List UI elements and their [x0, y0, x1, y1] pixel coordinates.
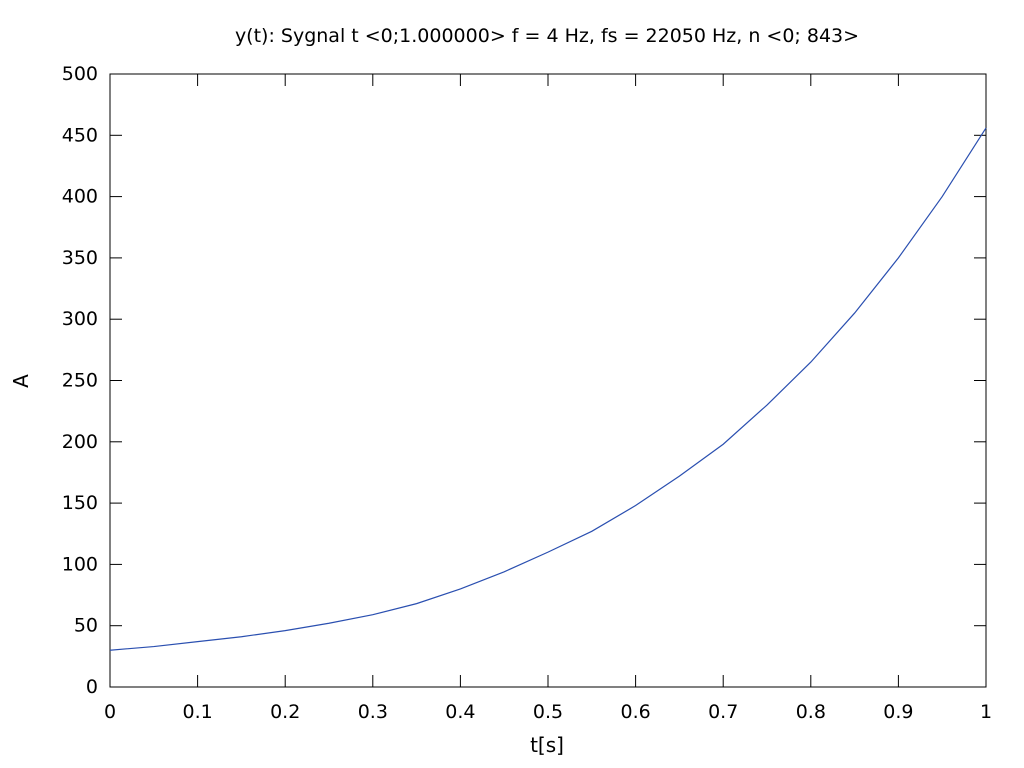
x-axis-label: t[s]: [530, 733, 564, 757]
axis-ticks: [109, 73, 987, 688]
x-tick-label: 0.4: [445, 701, 475, 723]
y-tick-label: 100: [62, 553, 98, 575]
x-tick-label: 0.6: [620, 701, 650, 723]
y-tick-label: 300: [62, 308, 98, 330]
axis-tick-labels: 0 0.1 0.2 0.3 0.4 0.5 0.6 0.7 0.8 0.9 1 0 50 100 150 20…: [62, 63, 992, 723]
y-axis-label: A: [9, 374, 33, 388]
y-tick-label: 450: [62, 124, 98, 146]
y-tick-label: 250: [62, 370, 98, 392]
y-tick-label: 500: [62, 63, 98, 85]
x-tick-label: 0.7: [708, 701, 738, 723]
y-tick-label: 150: [62, 492, 98, 514]
chart-title: y(t): Sygnal t <0;1.000000> f = 4 Hz, fs…: [235, 25, 859, 47]
y-tick-label: 400: [62, 186, 98, 208]
x-tick-label: 0.2: [270, 701, 300, 723]
x-tick-label: 0.1: [182, 701, 212, 723]
series-line: [109, 127, 987, 651]
x-tick-label: 0.3: [358, 701, 388, 723]
x-tick-label: 0: [104, 701, 116, 723]
x-tick-label: 1: [980, 701, 992, 723]
y-tick-label: 200: [62, 431, 98, 453]
plot-area-frame: [109, 73, 987, 688]
x-tick-label: 0.9: [883, 701, 913, 723]
x-tick-label: 0.8: [796, 701, 826, 723]
y-tick-label: 50: [74, 615, 98, 637]
x-tick-label: 0.5: [533, 701, 563, 723]
y-tick-label: 350: [62, 247, 98, 269]
y-tick-label: 0: [86, 676, 98, 698]
